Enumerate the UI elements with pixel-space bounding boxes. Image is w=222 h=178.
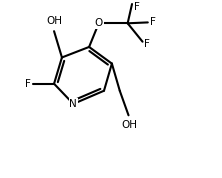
Text: OH: OH xyxy=(121,120,137,130)
Text: O: O xyxy=(95,18,103,28)
Text: F: F xyxy=(134,2,140,12)
Text: OH: OH xyxy=(46,16,62,26)
Text: F: F xyxy=(25,79,31,89)
Text: F: F xyxy=(151,17,156,27)
Text: F: F xyxy=(144,39,150,49)
Text: N: N xyxy=(69,99,77,109)
